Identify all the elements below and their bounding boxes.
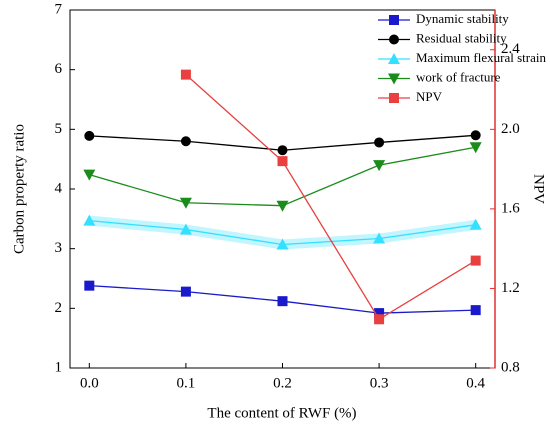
y-tick-label: 4	[55, 180, 63, 196]
y-tick-label: 6	[55, 61, 63, 77]
legend-label: Residual stability	[416, 30, 507, 45]
y2-tick-label: 1.2	[501, 280, 520, 296]
y-tick-label: 3	[55, 240, 63, 256]
marker	[373, 232, 386, 244]
x-tick-label: 0.2	[273, 375, 292, 391]
marker	[277, 156, 288, 167]
x-tick-label: 0.3	[370, 375, 389, 391]
x-axis-label: The content of RWF (%)	[207, 405, 356, 421]
series-line	[89, 146, 476, 207]
y2-tick-label: 2.0	[501, 121, 520, 137]
marker	[180, 286, 191, 297]
marker	[83, 214, 96, 226]
marker	[276, 200, 289, 212]
marker	[84, 280, 95, 291]
marker	[374, 308, 385, 319]
legend-label: Maximum flexural strain	[416, 50, 546, 65]
marker	[469, 142, 482, 154]
marker	[179, 197, 192, 209]
series-line	[185, 74, 477, 321]
marker	[180, 69, 191, 80]
x-tick-label: 0.0	[80, 375, 99, 391]
y2-tick-label: 1.6	[501, 200, 520, 216]
marker	[388, 53, 400, 64]
y-tick-label: 2	[55, 300, 63, 316]
marker	[389, 93, 399, 103]
y2-tick-label: 0.8	[501, 359, 520, 375]
y-tick-label: 5	[55, 121, 63, 137]
marker	[470, 255, 481, 266]
marker	[389, 15, 399, 25]
legend-label: work of fracture	[416, 69, 501, 84]
marker	[373, 160, 386, 172]
y-axis-label: Carbon property ratio	[11, 124, 27, 254]
x-tick-label: 0.1	[177, 375, 196, 391]
marker	[179, 223, 192, 235]
marker	[374, 314, 385, 325]
marker	[374, 137, 385, 148]
marker	[470, 130, 481, 141]
marker	[388, 73, 400, 85]
marker	[84, 130, 95, 141]
y-tick-label: 7	[55, 1, 63, 17]
marker	[389, 34, 399, 45]
marker	[83, 169, 96, 181]
x-tick-label: 0.4	[466, 375, 485, 391]
marker	[470, 305, 481, 316]
y2-axis-label: NPV	[531, 174, 547, 204]
marker	[469, 218, 482, 230]
marker	[276, 238, 289, 250]
legend-label: Dynamic stability	[416, 11, 509, 26]
marker	[277, 145, 288, 156]
y-tick-label: 1	[55, 359, 63, 375]
marker	[180, 136, 191, 147]
legend-label: NPV	[416, 89, 443, 104]
y2-tick-label: 2.4	[501, 41, 520, 57]
marker	[277, 296, 288, 307]
